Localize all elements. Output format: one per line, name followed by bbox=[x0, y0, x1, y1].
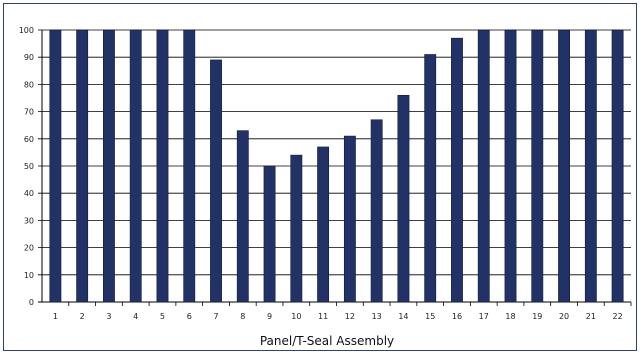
y-tick-label: 30 bbox=[24, 216, 34, 225]
bar-19 bbox=[531, 29, 544, 303]
bar-6 bbox=[183, 29, 196, 303]
bar-7 bbox=[210, 59, 222, 303]
bars bbox=[49, 29, 624, 303]
x-axis-ticks: 1 2 3 4 5 6 7 8 9 10 11 12 13 14 15 16 17 18 19 20 21 22 bbox=[53, 302, 632, 321]
y-tick-label: 100 bbox=[19, 26, 34, 35]
y-tick-label: 60 bbox=[24, 135, 34, 144]
x-tick-label: 10 bbox=[291, 312, 301, 321]
x-tick-label: 15 bbox=[425, 312, 435, 321]
chart-frame: 0 10 20 30 40 50 60 70 80 90 100 1 2 3 4 5 6 7 8 9 10 11 12 13… bbox=[3, 3, 637, 351]
x-tick-label: 7 bbox=[213, 312, 218, 321]
bar-14 bbox=[397, 94, 410, 303]
bar-11 bbox=[317, 146, 330, 303]
x-tick-label: 14 bbox=[398, 312, 408, 321]
y-tick-label: 40 bbox=[24, 189, 34, 198]
bar-22 bbox=[611, 29, 624, 303]
y-tick-label: 90 bbox=[24, 53, 34, 62]
x-axis-title: Panel/T-Seal Assembly bbox=[260, 334, 394, 348]
bar-15 bbox=[424, 54, 437, 303]
bar-20 bbox=[558, 29, 570, 303]
y-tick-label: 10 bbox=[24, 271, 34, 280]
x-tick-label: 17 bbox=[479, 312, 489, 321]
bar-17 bbox=[477, 29, 490, 303]
y-tick-label: 50 bbox=[24, 162, 34, 171]
bar-10 bbox=[290, 154, 303, 303]
x-tick-label: 8 bbox=[240, 312, 245, 321]
x-tick-label: 3 bbox=[106, 312, 111, 321]
y-tick-label: 0 bbox=[29, 298, 34, 307]
bar-18 bbox=[504, 29, 517, 303]
x-tick-label: 5 bbox=[160, 312, 165, 321]
x-tick-label: 22 bbox=[613, 312, 623, 321]
x-tick-label: 1 bbox=[53, 312, 58, 321]
x-tick-label: 12 bbox=[345, 312, 355, 321]
x-tick-label: 4 bbox=[133, 312, 138, 321]
bar-4 bbox=[129, 29, 142, 303]
bar-13 bbox=[370, 119, 383, 303]
bar-16 bbox=[451, 37, 463, 303]
x-tick-label: 6 bbox=[187, 312, 192, 321]
bar-5 bbox=[156, 29, 169, 303]
x-tick-label: 16 bbox=[452, 312, 462, 321]
bar-3 bbox=[103, 29, 115, 303]
x-tick-label: 13 bbox=[372, 312, 382, 321]
y-tick-label: 20 bbox=[24, 244, 34, 253]
x-tick-label: 18 bbox=[505, 312, 515, 321]
y-tick-label: 80 bbox=[24, 80, 34, 89]
x-tick-label: 20 bbox=[559, 312, 569, 321]
x-tick-label: 19 bbox=[532, 312, 542, 321]
bar-12 bbox=[343, 135, 356, 303]
bar-2 bbox=[76, 29, 89, 303]
bar-1 bbox=[49, 29, 62, 303]
x-tick-label: 2 bbox=[80, 312, 85, 321]
y-axis-ticks: 0 10 20 30 40 50 60 70 80 90 100 bbox=[19, 26, 34, 307]
x-tick-label: 21 bbox=[586, 312, 596, 321]
bar-9 bbox=[263, 165, 276, 303]
x-tick-label: 11 bbox=[318, 312, 328, 321]
bar-21 bbox=[584, 29, 597, 303]
y-tick-label: 70 bbox=[24, 108, 34, 117]
bar-8 bbox=[236, 130, 249, 303]
x-tick-label: 9 bbox=[267, 312, 272, 321]
